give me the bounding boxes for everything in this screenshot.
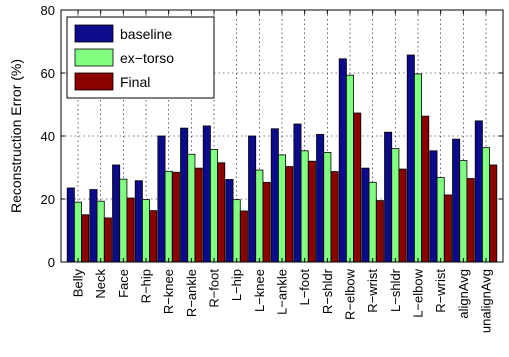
bar-ex-torso [481, 147, 490, 263]
bar-ex-torso [413, 73, 422, 263]
bar-ex-torso [459, 160, 468, 263]
x-tick-label: R−foot [207, 269, 222, 308]
x-tick-label: R−ankle [184, 269, 199, 317]
bar-baseline [180, 127, 189, 263]
bar-ex-torso [209, 149, 218, 263]
legend-swatch [74, 72, 114, 91]
x-tick-label: R−hip [139, 269, 154, 303]
bar-final [285, 166, 294, 263]
x-tick-label: L−knee [252, 269, 267, 312]
bar-ex-torso [345, 74, 354, 263]
bar-final [126, 197, 135, 263]
x-tick-label: Face [116, 269, 131, 298]
bar-final [307, 160, 316, 263]
bar-final [398, 168, 407, 263]
legend-label: baseline [120, 26, 172, 42]
bar-final [239, 210, 248, 263]
bar-baseline [248, 135, 257, 263]
bar-baseline [338, 58, 347, 263]
x-tick-label: R−wrist [365, 269, 380, 313]
x-tick-label: R−wrist [433, 269, 448, 313]
bar-baseline [361, 167, 370, 263]
bar-ex-torso [323, 151, 332, 263]
bar-ex-torso [436, 177, 445, 263]
legend-label: Final [120, 74, 150, 90]
x-tick-label: R−knee [161, 269, 176, 314]
bar-ex-torso [164, 170, 173, 263]
x-tick-label: Neck [93, 269, 108, 299]
bars [66, 54, 498, 263]
y-tick-label: 20 [41, 192, 55, 207]
bar-baseline [270, 128, 279, 263]
x-tick-label: L−elbow [411, 268, 426, 317]
bar-final [421, 115, 430, 263]
x-tick-label: R−elbow [343, 268, 358, 320]
bar-final [443, 194, 452, 263]
x-tick-label: alignAvg [456, 269, 471, 319]
x-tick-label: L−ankle [275, 269, 290, 315]
x-tick-label: unalignAvg [479, 269, 494, 333]
bar-final [217, 162, 226, 263]
bar-baseline [474, 120, 483, 263]
bar-final [489, 164, 498, 263]
y-tick-label: 60 [41, 66, 55, 81]
y-tick-label: 40 [41, 129, 55, 144]
bar-final [103, 217, 112, 263]
y-tick-label: 0 [48, 255, 55, 270]
bar-baseline [134, 180, 143, 263]
bar-ex-torso [119, 178, 128, 263]
bar-baseline [225, 179, 234, 263]
bar-baseline [157, 135, 166, 263]
x-tick-label: L−foot [297, 269, 312, 306]
bar-baseline [66, 187, 75, 263]
bar-ex-torso [277, 154, 286, 263]
bar-final [353, 112, 362, 263]
y-tick-labels: 0 20 40 60 80 [41, 3, 55, 270]
bar-ex-torso [96, 200, 105, 263]
bar-final [149, 210, 158, 263]
x-tick-label: L−shldr [388, 268, 403, 312]
bar-ex-torso [187, 153, 196, 263]
x-tick-label: R−shldr [320, 268, 335, 314]
bar-ex-torso [141, 199, 150, 263]
bar-final [171, 171, 180, 263]
bar-final [330, 171, 339, 263]
bar-ex-torso [74, 201, 83, 263]
y-axis-label: Reconstruction Error (%) [8, 59, 24, 213]
legend-swatch [74, 48, 114, 67]
legend-label: ex−torso [120, 50, 174, 66]
bar-final [375, 200, 384, 263]
bar-baseline [202, 125, 211, 263]
legend: baseline ex−torso Final [66, 16, 215, 99]
ticks [61, 9, 503, 263]
legend-swatch [74, 24, 114, 43]
bar-ex-torso [300, 150, 309, 263]
bar-final [466, 178, 475, 263]
bar-final [194, 167, 203, 263]
bar-ex-torso [232, 199, 241, 263]
bar-baseline [452, 138, 461, 263]
bar-ex-torso [391, 148, 400, 263]
bar-ex-torso [368, 181, 377, 263]
bar-ex-torso [255, 169, 264, 263]
bar-baseline [406, 54, 415, 263]
bar-baseline [429, 150, 438, 263]
bar-baseline [293, 123, 302, 263]
bar-baseline [89, 189, 98, 263]
x-tick-labels: Belly Neck Face R−hip R−knee R−ankle R−foot L−h… [71, 268, 494, 333]
bar-baseline [384, 131, 393, 263]
y-tick-label: 80 [41, 3, 55, 18]
bar-final [81, 214, 90, 263]
bar-final [262, 181, 271, 263]
x-tick-label: Belly [71, 269, 86, 298]
bar-baseline [316, 134, 325, 263]
bar-baseline [112, 164, 121, 263]
x-tick-label: L−hip [229, 269, 244, 301]
